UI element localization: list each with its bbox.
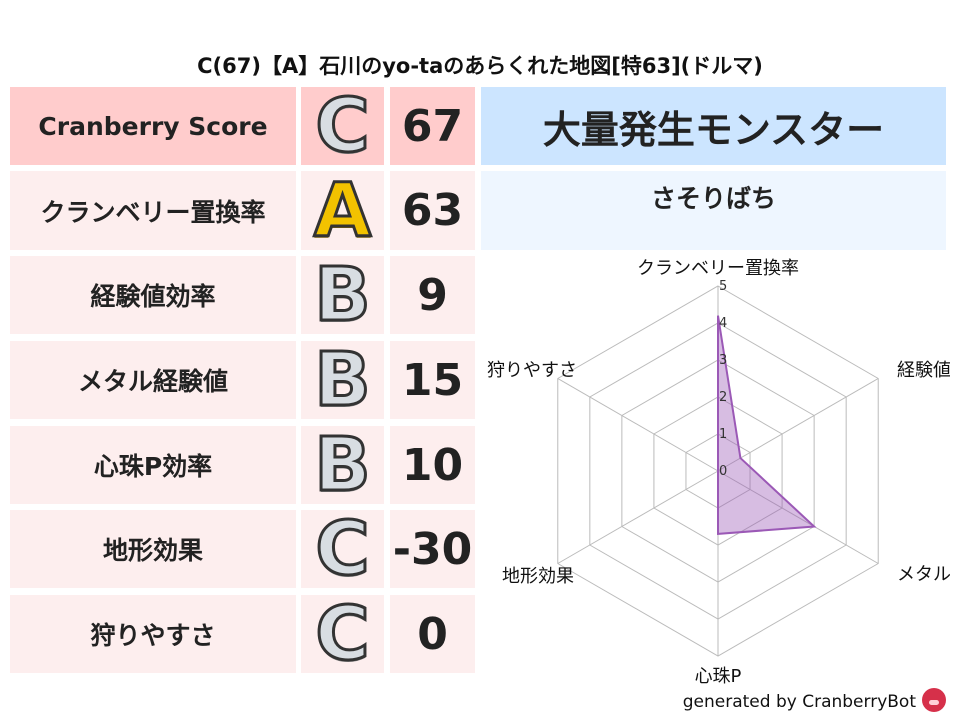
grade-letter: A: [312, 167, 372, 254]
metric-value: 9: [390, 256, 475, 334]
data-series: [717, 315, 817, 535]
grid-spoke: [557, 378, 719, 472]
metric-value: 67: [390, 87, 475, 165]
tick-label: 1: [719, 427, 727, 442]
grade-badge: C: [301, 595, 384, 673]
grid-spoke: [717, 378, 879, 472]
axis-label: クランベリー置換率: [637, 258, 799, 279]
cranberry-bot-icon: [922, 688, 946, 712]
metric-value: 63: [390, 171, 475, 250]
tick-label: 3: [719, 353, 727, 368]
metric-label: 経験値効率: [10, 256, 296, 334]
grade-letter: C: [314, 83, 371, 169]
metric-label: クランベリー置換率: [10, 171, 296, 250]
tick-label: 4: [719, 316, 727, 331]
axis-label: 狩りやすさ: [487, 360, 577, 381]
page-title: C(67)【A】石川のyo-taのあらくれた地図[特63](ドルマ): [197, 54, 763, 78]
metric-value: 10: [390, 426, 475, 504]
metric-value: -30: [390, 510, 475, 588]
metric-label: Cranberry Score: [10, 87, 296, 165]
grade-letter: B: [313, 337, 372, 423]
grade-letter: C: [314, 591, 371, 677]
grade-badge: C: [301, 87, 384, 165]
grade-badge: B: [301, 341, 384, 419]
footer-credit: generated by CranberryBot: [682, 692, 916, 712]
grade-badge: A: [301, 171, 384, 250]
monster-name: さそりばち: [481, 171, 946, 250]
tick-label: 0: [719, 464, 727, 479]
tick-label: 2: [719, 390, 727, 405]
tick-label: 5: [719, 279, 727, 294]
metric-value: 15: [390, 341, 475, 419]
grade-letter: C: [314, 506, 371, 592]
grade-letter: B: [313, 422, 372, 508]
axis-label: メタル: [897, 564, 950, 585]
grid-spoke: [557, 470, 719, 564]
grid-spoke: [717, 470, 879, 564]
metric-label: メタル経験値: [10, 341, 296, 419]
grade-letter: B: [313, 252, 372, 338]
monster-header: 大量発生モンスター: [481, 87, 946, 165]
metric-label: 狩りやすさ: [10, 595, 296, 673]
axis-label: 心珠P: [695, 666, 742, 687]
axis-label: 地形効果: [502, 566, 574, 587]
grade-badge: C: [301, 510, 384, 588]
metric-label: 地形効果: [10, 510, 296, 588]
grade-badge: B: [301, 426, 384, 504]
grade-badge: B: [301, 256, 384, 334]
metric-label: 心珠P効率: [10, 426, 296, 504]
axis-label: 経験値: [897, 360, 950, 381]
metric-value: 0: [390, 595, 475, 673]
